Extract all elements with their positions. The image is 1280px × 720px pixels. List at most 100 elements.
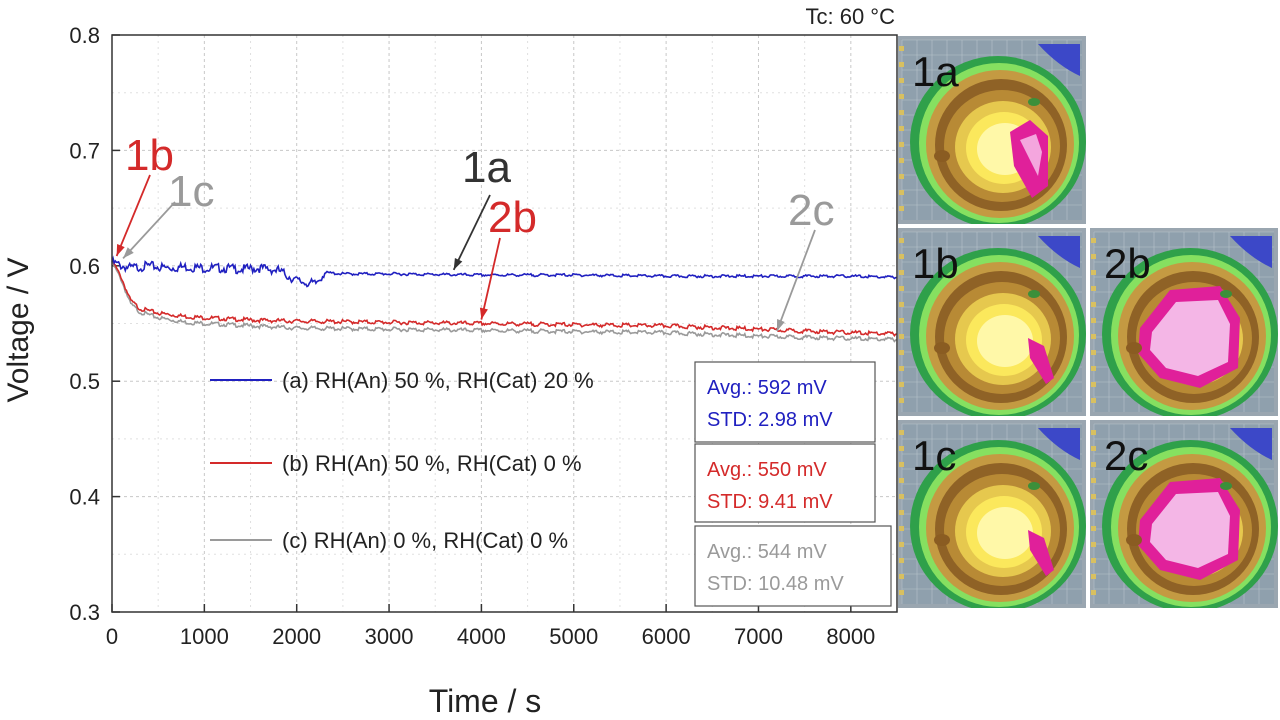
heatmap-pin xyxy=(899,318,904,323)
heatmap-pin xyxy=(1091,574,1096,579)
heatmap-spot xyxy=(1028,98,1040,106)
heatmap-pin xyxy=(1091,334,1096,339)
heatmap-pin xyxy=(1091,350,1096,355)
heatmap-hot-zone xyxy=(1028,530,1054,576)
heatmap-pin xyxy=(1091,302,1096,307)
heatmap-pin xyxy=(1091,478,1096,483)
heatmap-pin xyxy=(1091,494,1096,499)
heatmap-peak-zone xyxy=(1150,492,1230,568)
heatmap-pin xyxy=(899,142,904,147)
heatmap-pin xyxy=(1091,542,1096,547)
heatmap-cold-corner xyxy=(1038,44,1080,76)
annotation-arrow-1a xyxy=(452,194,491,271)
heatmap-pin xyxy=(899,574,904,579)
legend-label: (a) RH(An) 50 %, RH(Cat) 20 % xyxy=(282,368,594,393)
heatmap-pin xyxy=(899,542,904,547)
heatmap-graphic: 1c xyxy=(899,423,1086,608)
heatmap-pin xyxy=(1091,286,1096,291)
heatmap-1b: 1b xyxy=(898,228,1086,416)
heatmap-pin xyxy=(899,126,904,131)
heatmap-hot-zone xyxy=(1028,338,1054,384)
heatmap-pin xyxy=(899,430,904,435)
heatmap-pin xyxy=(1091,526,1096,531)
heatmap-pin xyxy=(899,46,904,51)
plot-frame xyxy=(111,34,898,613)
x-tick-label: 8000 xyxy=(826,624,875,649)
heatmap-graphic: 2b xyxy=(1091,231,1278,416)
x-tick-label: 5000 xyxy=(549,624,598,649)
heatmap-spot xyxy=(934,534,950,546)
heatmap-pin xyxy=(1091,398,1096,403)
annotation-arrowhead-2c xyxy=(776,319,785,332)
heatmap-pin xyxy=(1091,270,1096,275)
heatmap-pin xyxy=(899,110,904,115)
heatmap-spot xyxy=(1126,342,1142,354)
heatmap-pin xyxy=(1091,510,1096,515)
y-tick-label: 0.6 xyxy=(69,254,100,279)
heatmap-contour xyxy=(977,507,1033,559)
heatmap-pin xyxy=(899,78,904,83)
heatmap-pin xyxy=(899,158,904,163)
heatmap-pin xyxy=(1091,382,1096,387)
heatmap-pin xyxy=(899,478,904,483)
heatmap-cold-corner xyxy=(1038,428,1080,460)
y-tick-label: 0.3 xyxy=(69,600,100,625)
heatmap-pin xyxy=(1091,558,1096,563)
x-tick-label: 6000 xyxy=(642,624,691,649)
heatmap-pin xyxy=(899,510,904,515)
heatmap-2c: 2c xyxy=(1090,420,1278,608)
heatmap-pin xyxy=(899,398,904,403)
y-axis-label: Voltage / V xyxy=(2,257,35,402)
stats-avg: Avg.: 550 mV xyxy=(707,459,827,481)
x-tick-label: 7000 xyxy=(734,624,783,649)
stats-avg: Avg.: 592 mV xyxy=(707,377,827,399)
y-tick-label: 0.4 xyxy=(69,485,100,510)
annotation-arrow-1b xyxy=(115,174,151,257)
annotation-label-2c: 2c xyxy=(788,186,834,235)
heatmap-pin xyxy=(1091,318,1096,323)
annotation-arrow-2b xyxy=(480,237,501,320)
heatmap-2b: 2b xyxy=(1090,228,1278,416)
annotation-arrowhead-1c xyxy=(123,247,134,259)
y-tick-label: 0.5 xyxy=(69,369,100,394)
heatmap-cold-corner xyxy=(1230,236,1272,268)
heatmap-spot xyxy=(1220,290,1232,298)
annotation-label-2b: 2b xyxy=(488,193,537,242)
heatmap-pin xyxy=(899,62,904,67)
y-tick-label: 0.7 xyxy=(69,138,100,163)
series-line-c xyxy=(111,261,897,343)
series-lines xyxy=(111,255,897,343)
stats-std: STD: 10.48 mV xyxy=(707,573,844,595)
heatmap-pin xyxy=(899,206,904,211)
annotation-label-1b: 1b xyxy=(125,131,174,180)
stats-std: STD: 9.41 mV xyxy=(707,491,833,513)
legend-label: (c) RH(An) 0 %, RH(Cat) 0 % xyxy=(282,528,568,553)
heatmap-1a: 1a xyxy=(898,36,1086,224)
stats-box xyxy=(694,525,892,607)
heatmap-label: 1b xyxy=(912,240,959,287)
annotation-arrow-1c xyxy=(122,201,176,259)
heatmap-graphic: 2c xyxy=(1091,423,1278,608)
annotation-label-1c: 1c xyxy=(168,167,214,216)
heatmap-spot xyxy=(934,342,950,354)
heatmap-pin xyxy=(899,558,904,563)
heatmap-pin xyxy=(899,494,904,499)
series-line-a xyxy=(111,255,897,288)
heatmap-spot xyxy=(934,150,950,162)
heatmap-label: 2b xyxy=(1104,240,1151,287)
heatmap-spot xyxy=(1028,290,1040,298)
x-tick-label: 4000 xyxy=(457,624,506,649)
heatmap-pin xyxy=(1091,238,1096,243)
x-tick-label: 1000 xyxy=(180,624,229,649)
heatmap-pin xyxy=(1091,366,1096,371)
y-tick-label: 0.8 xyxy=(69,23,100,48)
axis-ticks: 0 1000 2000 3000 4000 5000 6000 7000 8000 0.3 0.4 0… xyxy=(69,23,875,649)
stats-avg: Avg.: 544 mV xyxy=(707,541,827,563)
heatmap-label: 1a xyxy=(912,48,959,95)
heatmap-pin xyxy=(899,334,904,339)
heatmap-label: 2c xyxy=(1104,432,1148,479)
stats-std: STD: 2.98 mV xyxy=(707,409,833,431)
heatmap-pin xyxy=(899,238,904,243)
stats-box xyxy=(694,443,876,523)
